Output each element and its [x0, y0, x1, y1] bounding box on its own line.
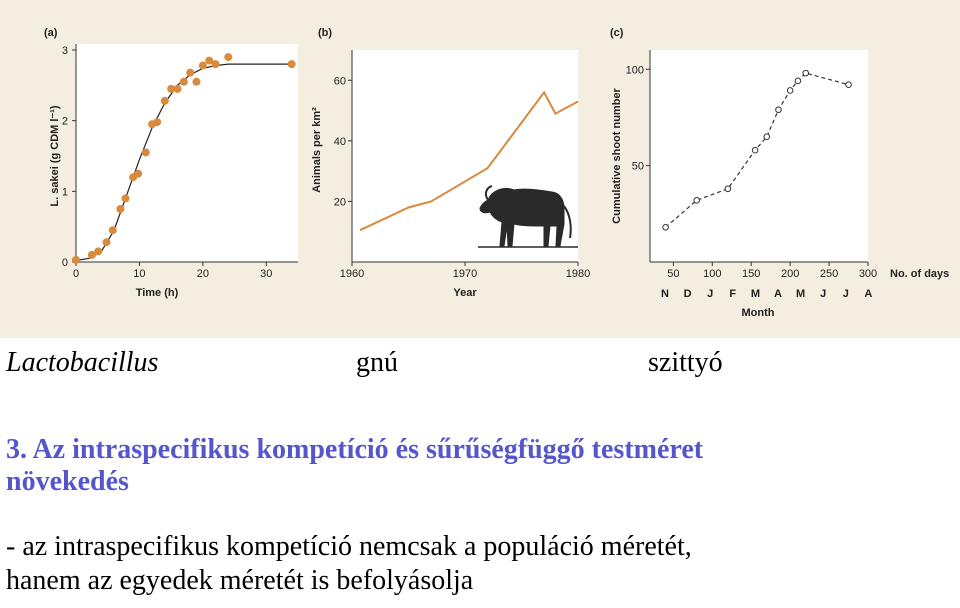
- chart-c-data-point: [751, 146, 759, 154]
- chart-b-y-tick-label: 40: [334, 136, 346, 148]
- chart-c-month-label: J: [820, 288, 826, 300]
- body-line-1: - az intraspecifikus kompetíció nemcsak …: [6, 531, 692, 562]
- chart-c-data-point: [763, 133, 771, 141]
- chart-c-month-label: M: [796, 288, 805, 300]
- chart-b-x-tick-label: 1970: [453, 268, 477, 280]
- chart-a-y-tick-label: 2: [62, 116, 68, 128]
- chart-c-x-tick-label: 300: [859, 268, 877, 280]
- chart-c-shoots: (c) 50 100 50 100 150 200 250 300 No. of days N D J F…: [610, 27, 949, 319]
- chart-a-data-point: [87, 250, 96, 259]
- chart-a-data-point: [179, 77, 188, 86]
- chart-a-data-point: [153, 118, 162, 127]
- chart-c-x-tick-label: 100: [703, 268, 721, 280]
- chart-a-data-point: [287, 60, 296, 69]
- chart-a-x-tick-label: 10: [133, 268, 145, 280]
- wildebeest-icon: [478, 185, 578, 248]
- chart-a-data-point: [186, 68, 195, 77]
- chart-a-data-point: [224, 53, 233, 62]
- figure-panel: (a) 0 1 2 3 0 10 20 30 Time (h) L. sakei (g CDM l⁻…: [0, 0, 960, 338]
- chart-a-y-tick-label: 3: [62, 45, 68, 57]
- chart-a-data-point: [198, 61, 207, 70]
- chart-a-data-point: [108, 226, 117, 235]
- chart-c-month-label: N: [661, 288, 669, 300]
- chart-b-plot-area: [352, 50, 578, 262]
- chart-a-data-point: [205, 56, 214, 65]
- chart-c-days-label: No. of days: [890, 268, 949, 280]
- body-line-2: hanem az egyedek méretét is befolyásolja: [6, 565, 474, 596]
- chart-a-data-point: [173, 84, 182, 93]
- chart-c-plot-area: [650, 50, 868, 262]
- chart-c-y-tick-label: 50: [632, 161, 644, 173]
- chart-c-data-point: [802, 69, 810, 77]
- chart-c-month-label: A: [774, 288, 782, 300]
- chart-c-month-label: D: [684, 288, 692, 300]
- chart-a-panel-label: (a): [44, 27, 58, 39]
- chart-c-data-point: [845, 81, 852, 88]
- chart-c-y-tick-label: 100: [626, 64, 644, 76]
- chart-a-data-point: [141, 148, 150, 157]
- chart-b-x-tick-label: 1960: [340, 268, 364, 280]
- chart-c-y-label: Cumulative shoot number: [611, 87, 623, 223]
- chart-c-x-tick-label: 150: [742, 268, 760, 280]
- caption-lactobacillus: Lactobacillus: [6, 347, 159, 378]
- chart-c-month-axis-label: Month: [742, 307, 775, 319]
- chart-b-panel-label: (b): [318, 27, 332, 39]
- chart-c-month-label: M: [751, 288, 760, 300]
- chart-a-x-label: Time (h): [136, 287, 179, 299]
- heading-line-2: növekedés: [6, 466, 129, 497]
- chart-c-data-point: [786, 87, 794, 94]
- chart-c-data-point: [775, 106, 782, 114]
- chart-a-data-point: [116, 205, 125, 213]
- chart-c-series-line: [665, 72, 849, 228]
- chart-c-x-tick-label: 50: [667, 268, 679, 280]
- chart-b-series-line: [359, 90, 579, 232]
- chart-c-month-label: F: [729, 288, 736, 300]
- chart-a-data-point: [72, 255, 80, 264]
- chart-a-x-tick-label: 0: [73, 268, 79, 280]
- chart-c-x-tick-label: 200: [781, 268, 799, 280]
- chart-b-x-tick-label: 1980: [566, 268, 590, 280]
- chart-c-data-point: [794, 77, 802, 85]
- chart-a-x-tick-label: 30: [260, 268, 272, 280]
- section-heading: 3. Az intraspecifikus kompetíció és sűrű…: [6, 434, 956, 498]
- chart-a-data-point: [211, 60, 220, 69]
- chart-a-data-point: [134, 169, 143, 178]
- chart-a-data-point: [160, 96, 169, 105]
- chart-a-data-point: [102, 238, 111, 247]
- chart-a-data-point: [94, 247, 103, 256]
- heading-line-1: 3. Az intraspecifikus kompetíció és sűrű…: [6, 434, 704, 465]
- chart-c-month-label: A: [864, 288, 872, 300]
- body-text: - az intraspecifikus kompetíció nemcsak …: [6, 530, 960, 598]
- chart-a-y-tick-label: 1: [62, 186, 68, 198]
- caption-szittyo: szittyó: [648, 347, 723, 378]
- chart-c-panel-label: (c): [610, 27, 624, 39]
- chart-c-month-label: J: [843, 288, 849, 300]
- chart-c-month-label: J: [707, 288, 713, 300]
- chart-c-data-point: [724, 185, 732, 193]
- chart-a-x-tick-label: 20: [197, 268, 209, 280]
- chart-b-y-label: Animals per km²: [311, 107, 323, 193]
- chart-c-data-point: [662, 224, 669, 231]
- caption-gnu: gnú: [356, 347, 398, 378]
- chart-b-y-tick-label: 60: [334, 75, 346, 87]
- chart-a-data-point: [167, 84, 176, 93]
- chart-b-y-tick-label: 20: [334, 196, 346, 208]
- chart-b-x-label: Year: [453, 287, 477, 299]
- chart-a-y-label: L. sakei (g CDM l⁻¹): [49, 105, 61, 206]
- chart-c-x-tick-label: 250: [820, 268, 838, 280]
- chart-a-y-tick-label: 0: [62, 257, 68, 269]
- chart-b-density: (b) 20 40 60 1960 1970 1980 Year Animals per km²: [311, 27, 590, 299]
- chart-a-data-point: [121, 194, 130, 203]
- chart-a-data-point: [192, 77, 201, 86]
- chart-c-data-point: [693, 197, 701, 204]
